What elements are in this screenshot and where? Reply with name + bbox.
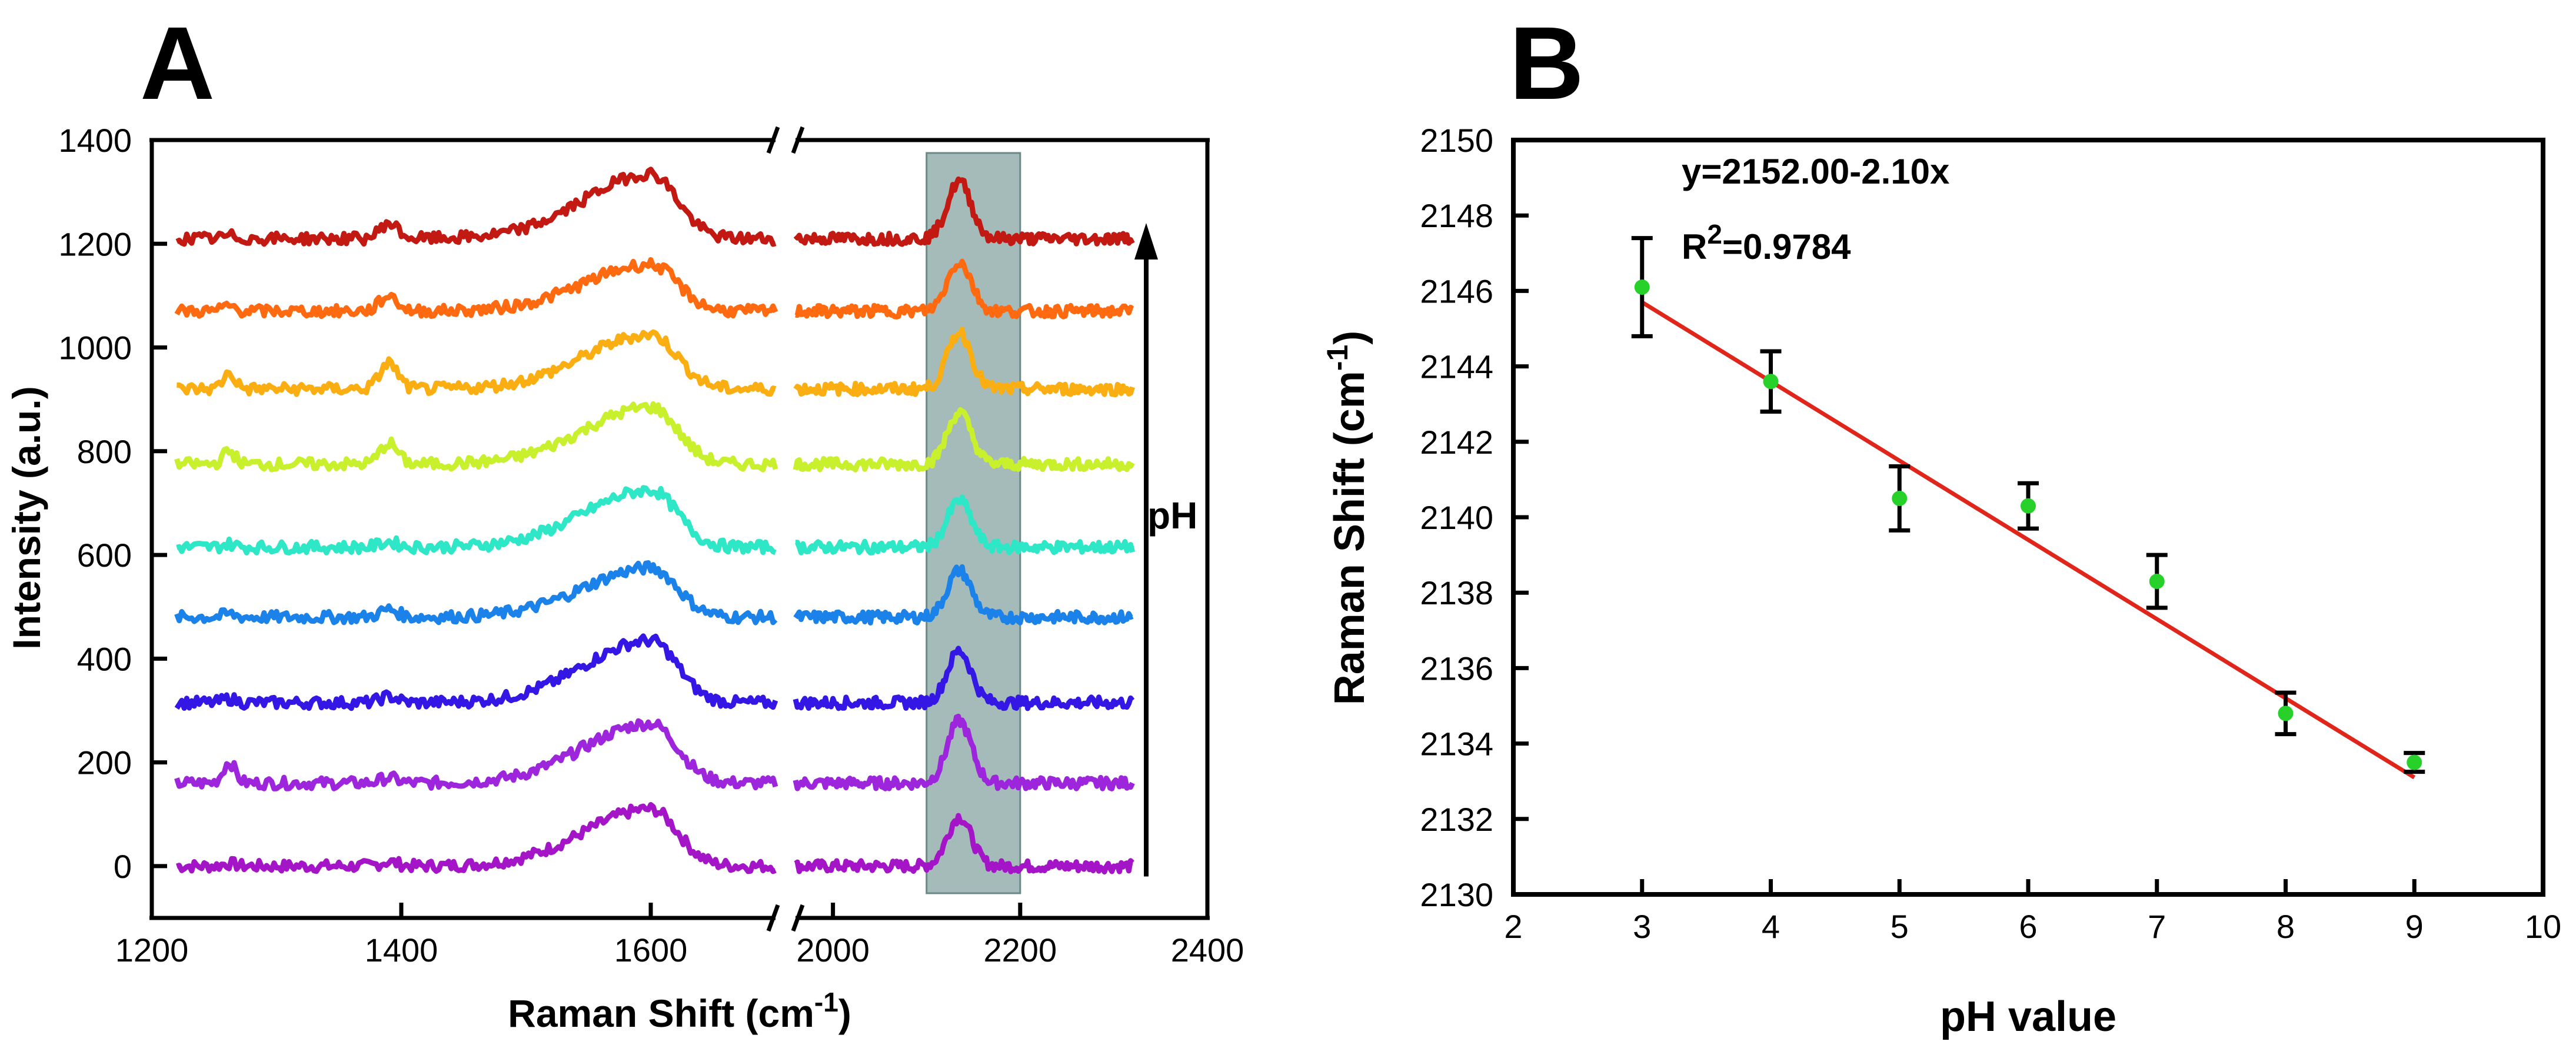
spectrum-line (793, 176, 1135, 247)
data-point (1763, 374, 1779, 390)
y-tick-label: 2134 (1420, 726, 1493, 763)
panel-a-frame (149, 138, 1210, 920)
x-tick-label: 2000 (796, 931, 870, 969)
axis-break-marks (766, 126, 805, 932)
spectrum-line (174, 257, 778, 320)
x-tick-label: 3 (1633, 908, 1651, 945)
y-tick-label: 2136 (1420, 650, 1493, 687)
panel-a-x-axis-title-main: Raman Shift (cm (508, 992, 814, 1035)
y-tick-label: 2144 (1420, 348, 1493, 385)
panel-a: A 0 200 400 600 800 1000 1200 1400 1200 1400 1600 2… (5, 6, 1244, 1035)
y-tick-label: 2148 (1420, 197, 1493, 234)
y-tick-label: 1400 (58, 122, 132, 159)
data-point (2278, 706, 2294, 721)
r-squared-sup: 2 (1707, 219, 1722, 249)
spectra-traces (174, 167, 1136, 875)
y-tick-label: 2138 (1420, 574, 1493, 611)
axis-break-slash (791, 126, 805, 154)
spectrum-line (794, 813, 1134, 875)
ph-arrow-label: pH (1147, 494, 1197, 537)
y-tick-label: 2130 (1420, 876, 1493, 913)
panel-a-x-axis-title: Raman Shift (cm-1) (508, 987, 851, 1035)
x-tick-label: 8 (2277, 908, 2295, 945)
y-tick-label: 200 (77, 744, 132, 781)
data-point (2149, 573, 2165, 589)
y-tick-label: 2146 (1420, 272, 1493, 310)
x-tick-label: 2200 (984, 931, 1057, 969)
panel-b: B 21302132213421362138214021422144214621… (1321, 6, 2561, 1040)
x-tick-label: 2 (1504, 908, 1522, 945)
spectrum-line (794, 494, 1136, 555)
panel-b-x-axis-title: pH value (1940, 993, 2116, 1040)
panel-b-ticks: 2130 2132 2134 2136 2138 2140 2142 2144 2146 2148… (1420, 122, 2561, 945)
spectrum-line (174, 718, 778, 791)
data-point (1634, 279, 1650, 295)
x-tick-label: 7 (2148, 908, 2166, 945)
panel-a-ticks: 0 200 400 600 800 1000 1200 1400 1200 1400 1600 200… (58, 122, 1244, 969)
spectrum-line (175, 802, 777, 874)
spectrum-line (175, 167, 777, 247)
r-squared: R2=0.9784 (1682, 219, 1851, 267)
axis-break-slash (766, 126, 780, 154)
spectrum-line (174, 633, 778, 711)
y-tick-label: 2140 (1420, 499, 1493, 536)
x-tick-label: 10 (2525, 908, 2561, 945)
spectrum-line (793, 564, 1134, 626)
ph-arrow-head (1134, 223, 1158, 260)
spectrum-line (176, 485, 777, 555)
x-tick-label: 9 (2405, 908, 2424, 945)
y-tick-label: 0 (114, 848, 132, 885)
data-point (1892, 490, 1908, 506)
y-tick-label: 600 (77, 537, 132, 574)
data-point (2407, 754, 2422, 770)
panel-a-x-axis-title-close: ) (838, 992, 851, 1035)
y-tick-label: 2150 (1420, 122, 1493, 159)
y-tick-label: 800 (77, 433, 132, 470)
y-tick-label: 2142 (1420, 424, 1493, 461)
fit-equation: y=2152.00-2.10x (1682, 152, 1949, 191)
y-tick-label: 2132 (1420, 801, 1493, 838)
spectrum-line (793, 407, 1135, 473)
spectrum-line (793, 327, 1135, 398)
x-tick-label: 1600 (614, 931, 688, 969)
panel-b-label: B (1509, 6, 1584, 121)
y-tick-label: 400 (77, 640, 132, 677)
data-points (1634, 279, 2422, 770)
x-tick-label: 2400 (1171, 931, 1244, 969)
fit-line (1640, 300, 2416, 780)
r-squared-value: =0.9784 (1722, 227, 1851, 267)
axis-break-slash (766, 904, 780, 932)
r-squared-prefix: R (1682, 227, 1707, 267)
x-tick-label: 1400 (365, 931, 438, 969)
panel-b-y-axis-title-main: Raman Shift (cm (1326, 371, 1373, 705)
spectrum-line (177, 329, 777, 397)
panel-b-y-axis-title-close: ) (1326, 331, 1373, 345)
spectrum-line (174, 401, 778, 473)
panel-a-label: A (140, 6, 215, 121)
y-tick-label: 1000 (58, 330, 132, 367)
ph-arrow (1134, 223, 1158, 877)
panel-a-y-axis-title: Intensity (a.u.) (5, 386, 48, 649)
x-tick-label: 4 (1762, 908, 1780, 945)
spectrum-line (793, 713, 1135, 791)
spectrum-line (794, 258, 1134, 320)
panel-a-x-axis-title-sup: -1 (814, 987, 838, 1017)
panel-b-y-axis-title: Raman Shift (cm-1) (1321, 331, 1373, 706)
spectrum-line (793, 646, 1135, 711)
panel-b-y-axis-title-sup: -1 (1321, 345, 1354, 371)
axis-break-slash (791, 904, 805, 932)
x-tick-label: 1200 (115, 931, 189, 969)
spectrum-line (174, 560, 778, 626)
y-tick-label: 1200 (58, 225, 132, 262)
data-point (2021, 498, 2036, 514)
x-tick-label: 6 (2019, 908, 2037, 945)
x-tick-label: 5 (1891, 908, 1909, 945)
